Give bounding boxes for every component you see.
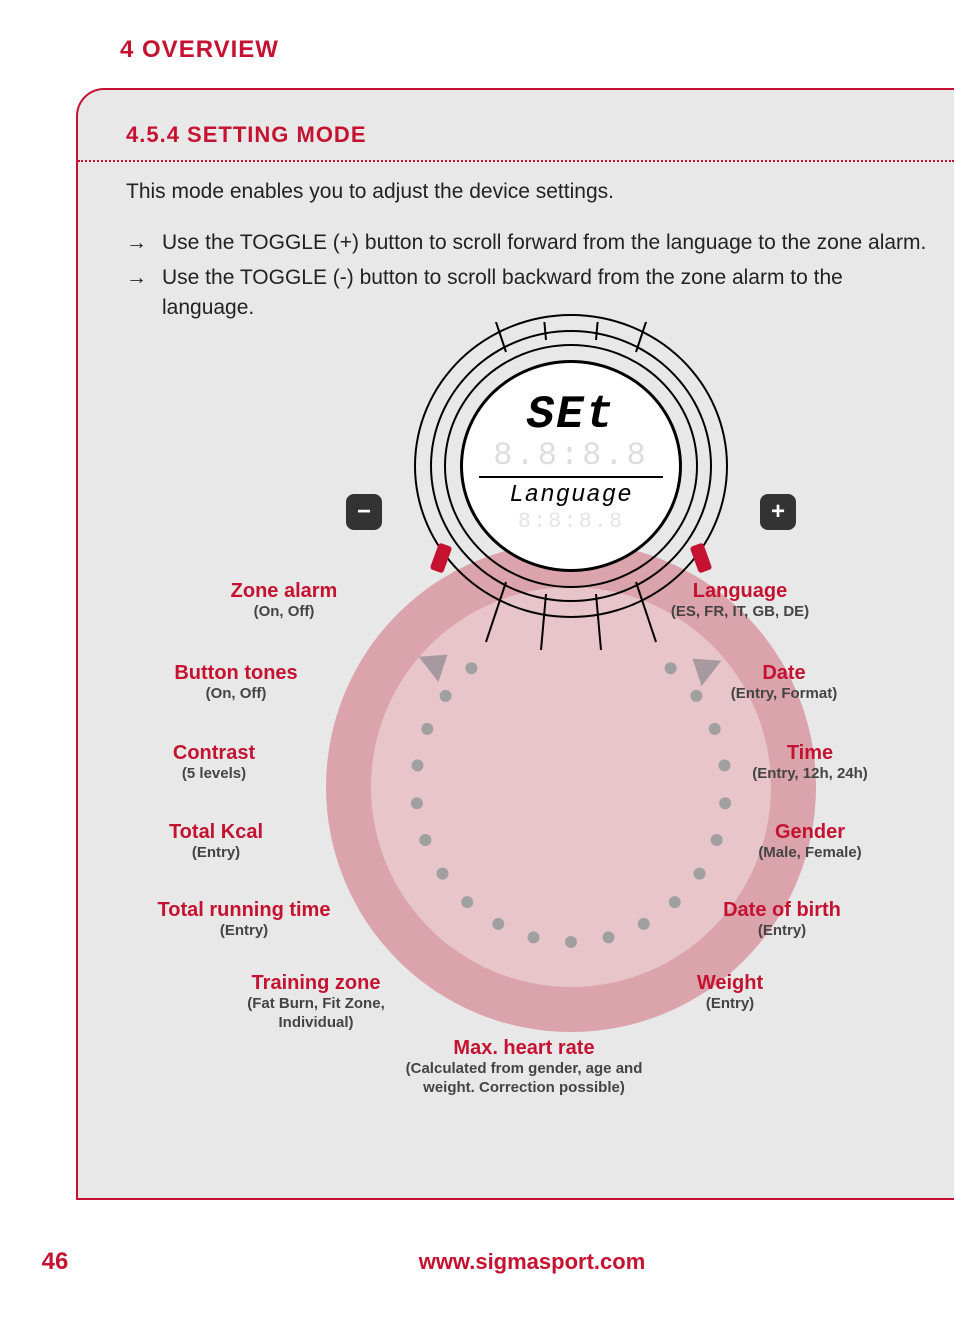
setting-item-sub: (Calculated from gender, age and weight.… (394, 1060, 654, 1098)
intro-text: This mode enables you to adjust the devi… (126, 180, 934, 204)
setting-item-title: Max. heart rate (394, 1037, 654, 1060)
arrow-icon: → (126, 263, 144, 322)
setting-item-title: Total running time (144, 899, 344, 922)
setting-item-title: Zone alarm (184, 580, 384, 603)
setting-item-sub: (On, Off) (136, 685, 336, 704)
toggle-plus-button[interactable]: + (760, 494, 796, 530)
section-title: 4.5.4 SETTING MODE (126, 122, 934, 148)
setting-item-sub: (5 levels) (114, 765, 314, 784)
setting-item-sub: (Entry) (116, 844, 316, 863)
setting-item: Weight(Entry) (630, 972, 830, 1014)
page-number: 46 (0, 1248, 110, 1276)
setting-item-title: Date of birth (682, 899, 882, 922)
setting-item-title: Button tones (136, 662, 336, 685)
setting-item-title: Contrast (114, 742, 314, 765)
setting-item: Zone alarm(On, Off) (184, 580, 384, 622)
setting-item-sub: (Male, Female) (710, 844, 910, 863)
page-header: 4 OVERVIEW (0, 0, 954, 64)
setting-item: Total Kcal(Entry) (116, 821, 316, 863)
setting-item: Max. heart rate(Calculated from gender, … (394, 1037, 654, 1098)
screen-ghost-digits: 8.8:8.8 (493, 437, 648, 474)
setting-item-title: Weight (630, 972, 830, 995)
screen-divider (479, 476, 663, 478)
setting-item-title: Date (684, 662, 884, 685)
setting-item: Gender(Male, Female) (710, 821, 910, 863)
setting-item-sub: (Entry) (144, 922, 344, 941)
content-box: 4.5.4 SETTING MODE This mode enables you… (76, 88, 954, 1200)
setting-item-title: Language (640, 580, 840, 603)
screen-mode-text: SEt (527, 389, 616, 441)
setting-item: Contrast(5 levels) (114, 742, 314, 784)
dotted-divider (78, 160, 954, 162)
setting-item-sub: (ES, FR, IT, GB, DE) (640, 603, 840, 622)
setting-item-title: Total Kcal (116, 821, 316, 844)
diagram-area: − + SEt 8.8:8.8 Language (126, 332, 934, 1132)
setting-item: Date(Entry, Format) (684, 662, 884, 704)
screen-label-text: Language (509, 482, 632, 509)
watch-screen: SEt 8.8:8.8 Language 8:8:8.8 (460, 360, 682, 572)
page-footer: 46 www.sigmasport.com (0, 1248, 954, 1276)
setting-item: Date of birth(Entry) (682, 899, 882, 941)
setting-item-title: Training zone (216, 972, 416, 995)
setting-item-sub: (On, Off) (184, 603, 384, 622)
toggle-minus-button[interactable]: − (346, 494, 382, 530)
footer-url: www.sigmasport.com (110, 1249, 954, 1275)
setting-item: Language(ES, FR, IT, GB, DE) (640, 580, 840, 622)
setting-item-sub: (Entry) (682, 922, 882, 941)
screen-ghost-digits: 8:8:8.8 (518, 509, 624, 534)
setting-item-title: Gender (710, 821, 910, 844)
list-text: Use the TOGGLE (+) button to scroll forw… (162, 228, 926, 257)
setting-item-title: Time (710, 742, 910, 765)
arrow-icon: → (126, 228, 144, 257)
setting-item: Button tones(On, Off) (136, 662, 336, 704)
list-item: → Use the TOGGLE (-) button to scroll ba… (126, 263, 934, 322)
list-text: Use the TOGGLE (-) button to scroll back… (162, 263, 934, 322)
setting-item: Training zone(Fat Burn, Fit Zone, Indivi… (216, 972, 416, 1033)
setting-item-sub: (Fat Burn, Fit Zone, Individual) (216, 995, 416, 1033)
instruction-list: → Use the TOGGLE (+) button to scroll fo… (126, 228, 934, 322)
setting-item: Total running time(Entry) (144, 899, 344, 941)
setting-item-sub: (Entry) (630, 995, 830, 1014)
setting-item: Time(Entry, 12h, 24h) (710, 742, 910, 784)
list-item: → Use the TOGGLE (+) button to scroll fo… (126, 228, 934, 257)
setting-item-sub: (Entry, Format) (684, 685, 884, 704)
setting-item-sub: (Entry, 12h, 24h) (710, 765, 910, 784)
